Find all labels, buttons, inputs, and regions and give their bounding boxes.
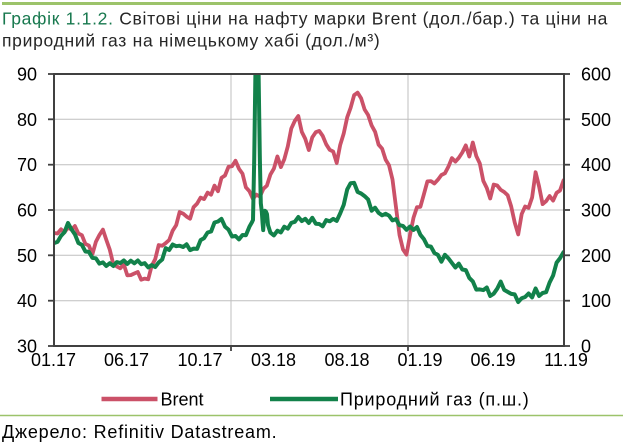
svg-text:Графік 1.1.2. Світові ціни на: Графік 1.1.2. Світові ціни на нафту марк… <box>2 8 608 28</box>
svg-text:Brent: Brent <box>161 389 204 409</box>
svg-text:600: 600 <box>581 65 611 85</box>
svg-text:03.18: 03.18 <box>251 350 296 370</box>
svg-text:200: 200 <box>581 246 611 266</box>
svg-text:06.17: 06.17 <box>104 350 149 370</box>
svg-text:90: 90 <box>17 65 37 85</box>
svg-text:0: 0 <box>581 337 591 357</box>
svg-text:11.19: 11.19 <box>544 350 588 370</box>
svg-text:70: 70 <box>17 155 37 175</box>
svg-text:10.17: 10.17 <box>177 350 222 370</box>
svg-text:40: 40 <box>17 291 37 311</box>
svg-text:06.19: 06.19 <box>470 350 515 370</box>
svg-text:80: 80 <box>17 110 37 130</box>
svg-text:100: 100 <box>581 291 611 311</box>
svg-text:60: 60 <box>17 201 37 221</box>
svg-text:Джерело: Refinitiv Datastream.: Джерело: Refinitiv Datastream. <box>2 422 277 442</box>
svg-text:Природний газ (п.ш.): Природний газ (п.ш.) <box>340 389 530 409</box>
svg-text:300: 300 <box>581 201 611 221</box>
svg-text:природний газ на німецькому ха: природний газ на німецькому хабі (дол./м… <box>2 30 380 50</box>
svg-text:50: 50 <box>17 246 37 266</box>
svg-text:30: 30 <box>17 337 37 357</box>
svg-text:01.19: 01.19 <box>397 350 442 370</box>
svg-text:500: 500 <box>581 110 611 130</box>
svg-text:01.17: 01.17 <box>31 350 76 370</box>
svg-text:08.18: 08.18 <box>324 350 369 370</box>
svg-text:400: 400 <box>581 155 611 175</box>
